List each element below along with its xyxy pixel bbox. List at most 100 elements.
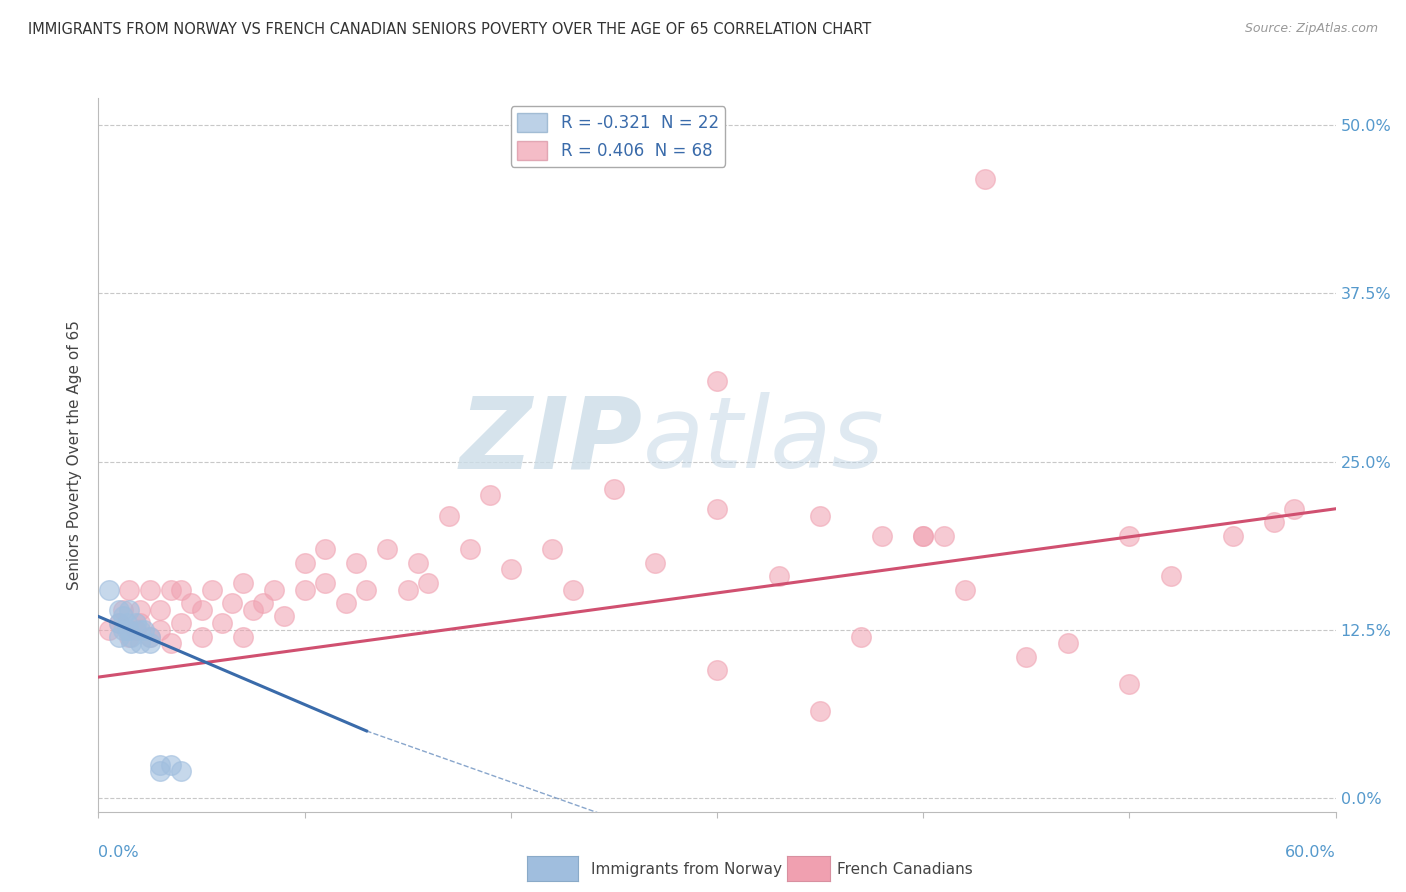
Point (870, 529, 893, 543)
Point (97, 623, 120, 637)
Text: ZIP: ZIP (460, 392, 643, 489)
Point (139, 636, 162, 650)
Point (418, 575, 440, 590)
Point (314, 575, 336, 590)
Point (117, 623, 139, 637)
Y-axis label: Seniors Poverty Over the Age of 65: Seniors Poverty Over the Age of 65 (67, 320, 83, 590)
Point (139, 630, 162, 644)
Point (273, 609, 295, 624)
Point (159, 757, 181, 772)
Point (139, 582, 162, 597)
Point (149, 623, 172, 637)
Point (294, 582, 316, 597)
Point (118, 582, 141, 597)
Text: 60.0%: 60.0% (1285, 846, 1336, 861)
Point (479, 488, 502, 502)
Point (211, 616, 233, 631)
Point (706, 664, 728, 678)
Text: atlas: atlas (643, 392, 884, 489)
Point (118, 603, 141, 617)
Point (120, 636, 142, 650)
Point (117, 616, 139, 631)
Point (124, 616, 146, 631)
Point (232, 575, 254, 590)
Point (458, 542, 481, 557)
Point (120, 630, 142, 644)
Text: 0.0%: 0.0% (98, 846, 139, 861)
Point (159, 582, 181, 597)
Point (180, 596, 202, 610)
Point (932, 529, 955, 543)
Text: Source: ZipAtlas.com: Source: ZipAtlas.com (1244, 22, 1378, 36)
Point (232, 630, 254, 644)
Legend: R = -0.321  N = 22, R = 0.406  N = 68: R = -0.321 N = 22, R = 0.406 N = 68 (510, 106, 725, 167)
Point (808, 508, 831, 523)
Point (112, 623, 135, 637)
Point (128, 636, 150, 650)
Point (190, 603, 212, 617)
Point (190, 630, 212, 644)
Point (108, 630, 131, 644)
Point (118, 630, 141, 644)
Text: IMMIGRANTS FROM NORWAY VS FRENCH CANADIAN SENIORS POVERTY OVER THE AGE OF 65 COR: IMMIGRANTS FROM NORWAY VS FRENCH CANADIA… (28, 22, 872, 37)
Point (149, 603, 172, 617)
Point (314, 542, 336, 557)
Point (1118, 677, 1140, 691)
Point (953, 582, 976, 597)
Point (396, 582, 419, 597)
Point (808, 704, 831, 718)
Point (1263, 515, 1285, 529)
Point (294, 556, 316, 570)
Point (132, 623, 155, 637)
Point (112, 609, 135, 624)
Point (706, 374, 728, 388)
Point (561, 582, 583, 597)
Point (644, 556, 666, 570)
Point (851, 630, 873, 644)
Point (499, 562, 522, 576)
Point (335, 596, 357, 610)
Point (242, 603, 264, 617)
Point (344, 556, 367, 570)
Point (170, 616, 193, 631)
Point (112, 603, 135, 617)
Point (124, 623, 146, 637)
Point (1160, 569, 1182, 583)
Point (1284, 501, 1306, 516)
Point (603, 482, 626, 496)
Point (912, 529, 935, 543)
Point (706, 501, 728, 516)
Point (768, 569, 790, 583)
Point (1222, 529, 1244, 543)
Point (541, 542, 564, 557)
Point (1056, 636, 1078, 650)
Text: French Canadians: French Canadians (837, 863, 973, 877)
Point (159, 636, 181, 650)
Point (128, 603, 150, 617)
Point (108, 616, 131, 631)
Point (149, 764, 172, 779)
Point (128, 616, 150, 631)
Point (221, 596, 243, 610)
Point (1118, 529, 1140, 543)
Point (406, 556, 429, 570)
Point (118, 623, 141, 637)
Point (108, 603, 131, 617)
Point (263, 582, 285, 597)
Point (252, 596, 274, 610)
Point (108, 616, 131, 631)
Point (170, 764, 193, 779)
Point (128, 623, 150, 637)
Text: Immigrants from Norway: Immigrants from Norway (591, 863, 782, 877)
Point (437, 508, 460, 523)
Point (97, 582, 120, 597)
Point (912, 529, 935, 543)
Point (356, 582, 378, 597)
Point (1015, 649, 1038, 664)
Point (139, 630, 162, 644)
Point (375, 542, 398, 557)
Point (149, 757, 172, 772)
Point (170, 582, 193, 597)
Point (974, 172, 997, 186)
Point (201, 582, 224, 597)
